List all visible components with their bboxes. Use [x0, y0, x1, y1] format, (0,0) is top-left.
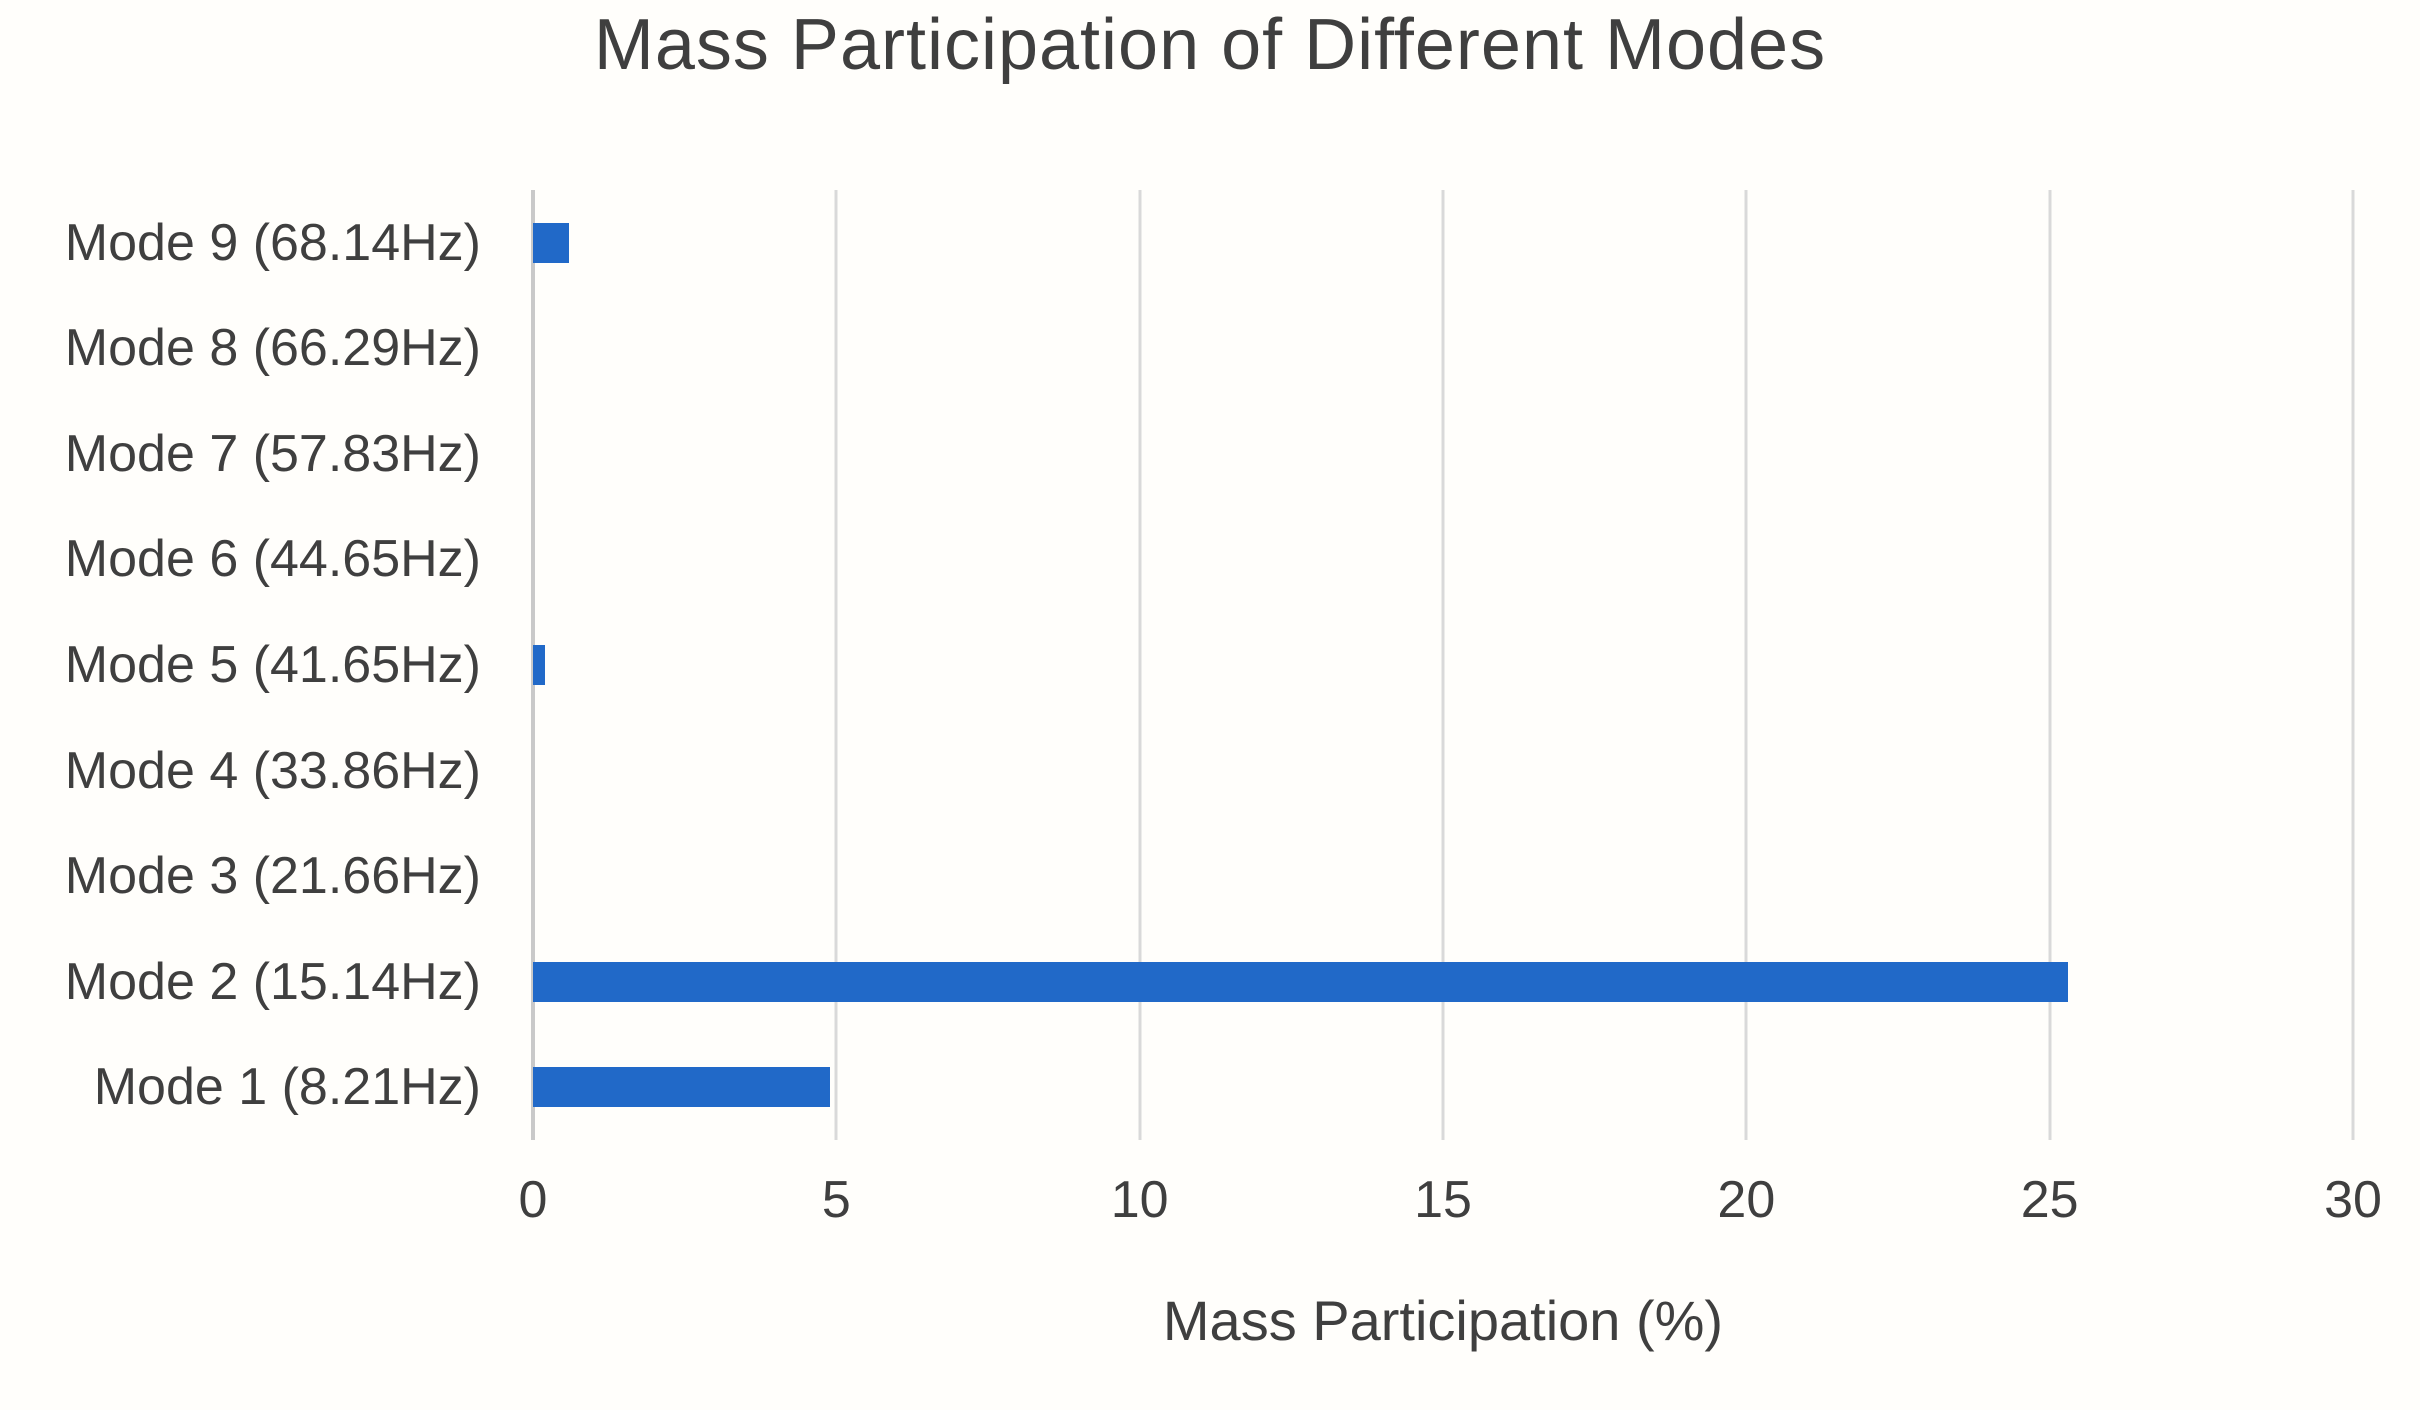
x-axis-title: Mass Participation (%) [1162, 1289, 1724, 1352]
category-label-mode-4: Mode 4 (33.86Hz) [64, 741, 481, 800]
gridline-x-25 [2048, 190, 2052, 1140]
category-label-mode-1: Mode 1 (8.21Hz) [93, 1058, 481, 1117]
x-tick-label-30: 30 [2324, 1171, 2382, 1229]
x-axis-tick-labels: 0 5 10 15 20 25 30 [519, 1150, 2382, 1260]
bar-mode-1 [533, 1067, 831, 1108]
x-tick-label-10: 10 [1110, 1171, 1169, 1229]
bar-mode-9 [533, 222, 570, 263]
x-tick-label-5: 5 [821, 1171, 851, 1229]
bar-mode-2 [533, 961, 2068, 1002]
gridline-x-30 [2351, 190, 2355, 1140]
plot-area [531, 190, 2355, 1140]
x-tick-label-0: 0 [518, 1171, 548, 1229]
bar-mode-5 [533, 645, 546, 685]
category-label-mode-8: Mode 8 (66.29Hz) [64, 319, 481, 378]
gridline-x-10 [1138, 190, 1142, 1140]
category-axis-labels: Mode 9 (68.14Hz) Mode 8 (66.29Hz) Mode 7 (… [0, 190, 505, 1140]
gridline-x-20 [1744, 190, 1748, 1140]
x-tick-label-20: 20 [1717, 1171, 1776, 1229]
category-label-mode-2: Mode 2 (15.14Hz) [64, 952, 481, 1011]
gridline-x-15 [1441, 190, 1445, 1140]
category-label-mode-5: Mode 5 (41.65Hz) [64, 635, 481, 694]
category-label-mode-7: Mode 7 (57.83Hz) [64, 424, 481, 483]
x-tick-label-15: 15 [1414, 1171, 1472, 1229]
chart-title: Mass Participation of Different Modes [593, 5, 1827, 85]
category-label-mode-3: Mode 3 (21.66Hz) [64, 847, 481, 906]
gridline-x-5 [834, 190, 838, 1140]
category-label-mode-6: Mode 6 (44.65Hz) [64, 530, 481, 589]
category-label-mode-9: Mode 9 (68.14Hz) [64, 213, 481, 272]
x-tick-label-25: 25 [2020, 1171, 2079, 1229]
